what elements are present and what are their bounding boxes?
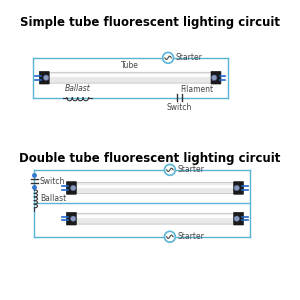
Circle shape [164, 231, 175, 242]
FancyBboxPatch shape [234, 182, 244, 194]
Text: Double tube fluorescent lighting circuit: Double tube fluorescent lighting circuit [19, 152, 281, 165]
Circle shape [163, 52, 173, 63]
Text: Ballast: Ballast [65, 84, 91, 93]
FancyBboxPatch shape [73, 182, 237, 194]
Circle shape [44, 75, 49, 80]
FancyBboxPatch shape [66, 182, 76, 194]
Text: Starter: Starter [177, 232, 204, 241]
Text: Tube: Tube [121, 61, 139, 70]
Circle shape [234, 185, 239, 191]
Circle shape [212, 75, 217, 80]
Circle shape [164, 164, 175, 175]
FancyBboxPatch shape [73, 213, 237, 224]
FancyBboxPatch shape [211, 71, 221, 84]
Circle shape [234, 216, 239, 221]
FancyBboxPatch shape [46, 72, 214, 83]
Text: Switch: Switch [167, 103, 192, 112]
Text: Ballast: Ballast [40, 194, 67, 203]
Circle shape [70, 216, 76, 221]
Text: Starter: Starter [177, 165, 204, 174]
Text: Simple tube fluorescent lighting circuit: Simple tube fluorescent lighting circuit [20, 16, 280, 29]
Text: Starter: Starter [175, 53, 202, 62]
FancyBboxPatch shape [39, 71, 49, 84]
Text: Switch: Switch [40, 177, 65, 186]
FancyBboxPatch shape [234, 212, 244, 225]
FancyBboxPatch shape [66, 212, 76, 225]
Circle shape [70, 185, 76, 191]
Text: Filament: Filament [180, 80, 214, 94]
